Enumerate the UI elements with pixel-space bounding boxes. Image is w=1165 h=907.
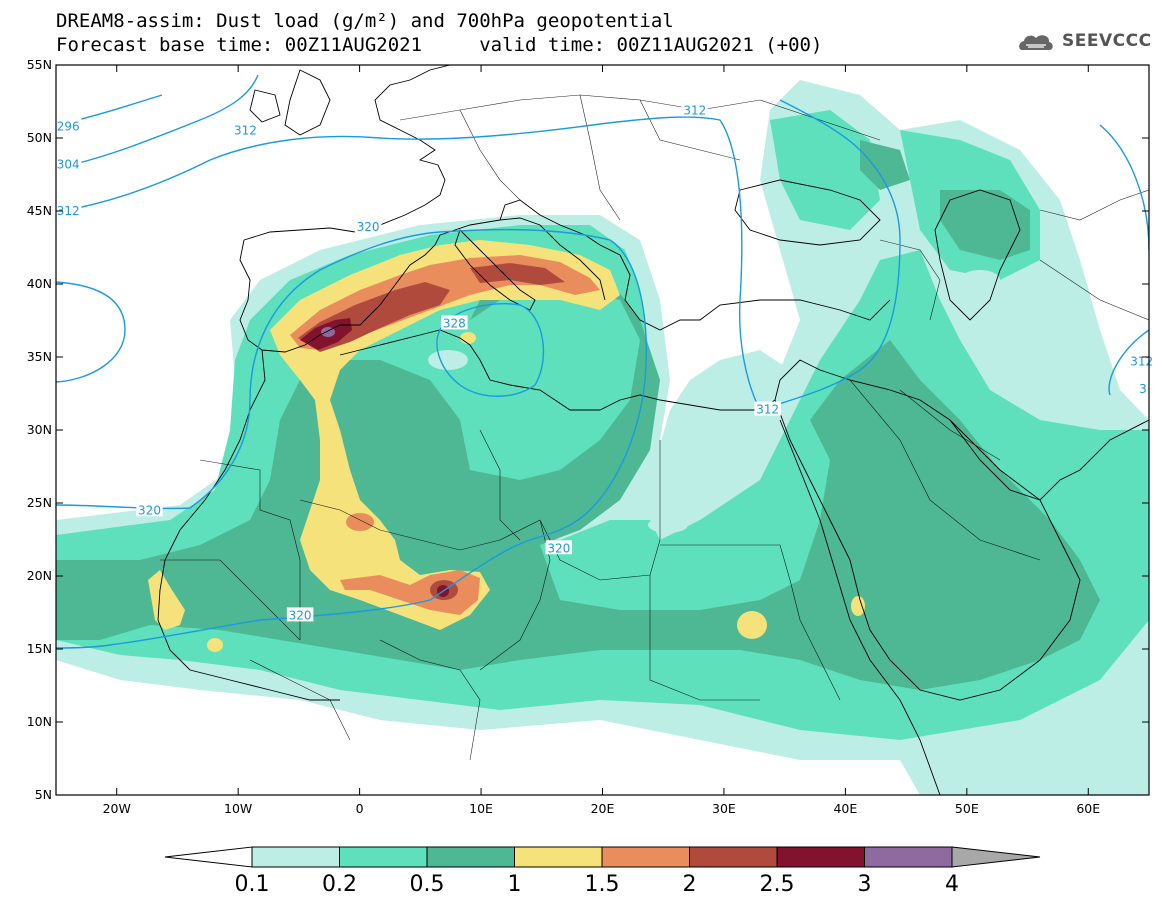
lat-label: 5N <box>35 787 52 802</box>
colorbar-swatch <box>601 846 690 868</box>
contour-label: 320 <box>547 541 570 555</box>
colorbar-swatch <box>514 846 603 868</box>
contour-label-bg <box>54 118 82 133</box>
lat-label: 10N <box>27 714 52 729</box>
contour-label: 296 <box>57 119 80 133</box>
contour-label-bg <box>136 502 163 517</box>
colorbar-label: 1 <box>508 872 522 897</box>
contour-label: 312 <box>756 403 779 417</box>
colorbar-label: 1.5 <box>585 872 620 897</box>
lat-label: 50N <box>27 130 52 145</box>
logo-text: SEEVCCC <box>1062 31 1152 51</box>
contour-label-bg <box>54 203 82 217</box>
lat-label: 40N <box>27 276 52 291</box>
colorbar-swatch <box>776 846 865 868</box>
cloud-logo-icon <box>1019 35 1053 50</box>
colorbar-low-extend <box>164 846 253 868</box>
contour-label: 312 <box>234 124 257 138</box>
colorbar-swatch <box>339 846 428 868</box>
lon-label: 20E <box>591 801 615 816</box>
contour-label-bg <box>441 315 468 330</box>
forecast-time-line: Forecast base time: 00Z11AUG2021 valid t… <box>56 34 823 56</box>
contour-labels: 296 304 312 312 312 320 328 312 320 320 320 312 3 <box>54 102 1155 622</box>
colorbar: 0.1 0.2 0.5 1 1.5 2 2.5 3 4 <box>164 846 1041 897</box>
lat-label: 30N <box>27 422 52 437</box>
lon-label: 20W <box>103 801 131 816</box>
lat-label: 20N <box>27 568 52 583</box>
map-title: DREAM8-assim: Dust load (g/m²) and 700hP… <box>56 10 674 32</box>
colorbar-label: 2.5 <box>760 872 795 897</box>
colorbar-label: 0.2 <box>322 872 357 897</box>
colorbar-swatch <box>864 846 953 868</box>
contour-label-bg <box>286 607 314 622</box>
lon-label: 0 <box>356 801 364 816</box>
lon-label: 10W <box>224 801 252 816</box>
lon-label: 50E <box>955 801 979 816</box>
lat-label: 25N <box>27 495 52 510</box>
contour-label: 312 <box>57 204 80 218</box>
lat-label: 55N <box>27 57 52 72</box>
contour-label: 312 <box>1130 354 1153 368</box>
colorbar-label: 2 <box>683 872 697 897</box>
lon-label: 40E <box>833 801 857 816</box>
lat-label: 15N <box>27 641 52 656</box>
contour-label: 3 <box>1139 382 1147 396</box>
lat-label: 35N <box>27 349 52 364</box>
contour-label-bg <box>1137 381 1149 396</box>
colorbar-label: 0.1 <box>235 872 270 897</box>
contour-label-bg <box>681 102 709 117</box>
colorbar-swatch <box>426 846 515 868</box>
lat-label: 45N <box>27 203 52 218</box>
lon-label: 30E <box>712 801 736 816</box>
colorbar-label: 4 <box>945 872 959 897</box>
colorbar-high-extend <box>951 846 1041 868</box>
contour-label-bg <box>232 122 259 137</box>
lon-label: 60E <box>1076 801 1100 816</box>
contour-label: 320 <box>289 608 312 622</box>
contour-label: 312 <box>683 103 706 117</box>
contour-label: 328 <box>443 316 466 330</box>
colorbar-label: 0.5 <box>410 872 445 897</box>
contour-label: 320 <box>138 503 161 517</box>
contour-label: 304 <box>57 157 80 171</box>
latitude-axis: 55N 50N 45N 40N 35N 30N 25N 20N 15N 10N 5N <box>27 57 1149 802</box>
longitude-axis: 20W 10W 0 10E 20E 30E 40E 50E 60E <box>103 65 1100 816</box>
lon-label: 10E <box>469 801 493 816</box>
contour-label-bg <box>54 156 82 171</box>
contour-label-bg <box>545 540 573 555</box>
dust-clear-patches <box>428 270 1000 610</box>
colorbar-swatch <box>689 846 778 868</box>
colorbar-swatch <box>251 846 340 868</box>
contour-label: 320 <box>357 220 380 234</box>
contour-label-bg <box>754 401 781 416</box>
colorbar-label: 3 <box>858 872 872 897</box>
contour-label-bg <box>354 219 382 234</box>
dust-shading <box>56 80 1149 795</box>
